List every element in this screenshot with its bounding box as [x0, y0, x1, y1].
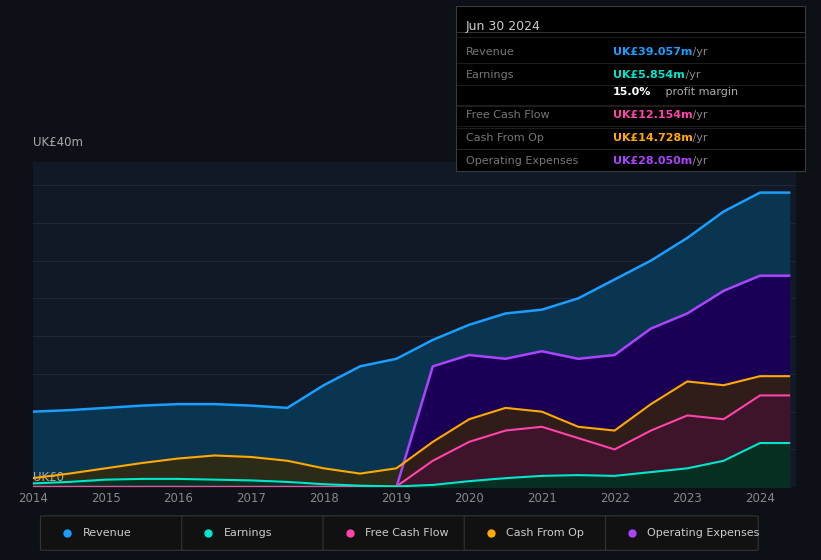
Text: UK£0: UK£0 [33, 471, 64, 484]
Text: /yr: /yr [690, 47, 708, 57]
Text: /yr: /yr [690, 133, 708, 143]
Text: UK£12.154m: UK£12.154m [612, 110, 692, 120]
Text: /yr: /yr [681, 70, 700, 80]
Text: UK£40m: UK£40m [33, 137, 83, 150]
Text: Operating Expenses: Operating Expenses [466, 156, 579, 166]
Text: UK£5.854m: UK£5.854m [612, 70, 685, 80]
Text: profit margin: profit margin [662, 86, 737, 96]
Text: UK£28.050m: UK£28.050m [612, 156, 692, 166]
FancyBboxPatch shape [181, 516, 334, 550]
Text: Revenue: Revenue [82, 528, 131, 538]
Text: 15.0%: 15.0% [612, 86, 651, 96]
Text: Cash From Op: Cash From Op [466, 133, 544, 143]
Text: Earnings: Earnings [466, 70, 515, 80]
Text: Cash From Op: Cash From Op [507, 528, 584, 538]
Text: /yr: /yr [690, 110, 708, 120]
Text: Operating Expenses: Operating Expenses [648, 528, 760, 538]
Text: /yr: /yr [690, 156, 708, 166]
FancyBboxPatch shape [40, 516, 193, 550]
FancyBboxPatch shape [606, 516, 759, 550]
Text: UK£14.728m: UK£14.728m [612, 133, 692, 143]
Text: UK£39.057m: UK£39.057m [612, 47, 692, 57]
Text: Revenue: Revenue [466, 47, 515, 57]
Text: Jun 30 2024: Jun 30 2024 [466, 21, 541, 34]
Text: Earnings: Earnings [224, 528, 273, 538]
FancyBboxPatch shape [323, 516, 475, 550]
Text: Free Cash Flow: Free Cash Flow [466, 110, 550, 120]
Text: Free Cash Flow: Free Cash Flow [365, 528, 448, 538]
FancyBboxPatch shape [464, 516, 617, 550]
